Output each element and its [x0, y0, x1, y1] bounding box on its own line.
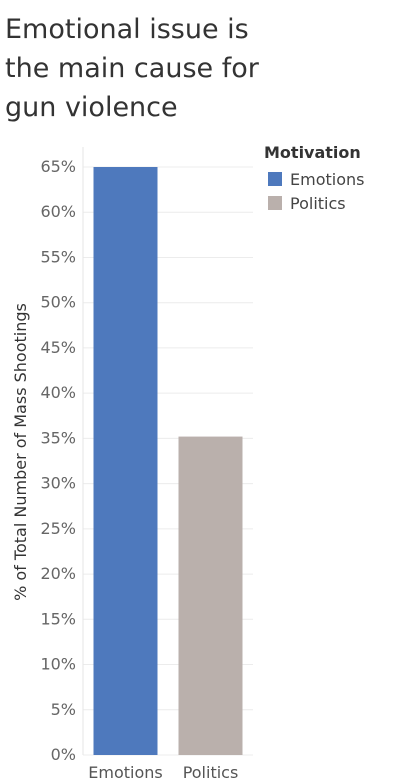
bar-politics [178, 436, 243, 755]
legend-label-emotions: Emotions [290, 169, 365, 189]
x-category-label: Politics [183, 763, 239, 782]
y-tick-label: 20% [40, 564, 76, 583]
y-tick-label: 10% [40, 655, 76, 674]
y-tick-label: 35% [40, 428, 76, 447]
y-tick-label: 5% [51, 700, 76, 719]
y-tick-label: 60% [40, 202, 76, 221]
y-tick-label: 45% [40, 338, 76, 357]
y-tick-label: 55% [40, 247, 76, 266]
legend-item-politics: Politics [264, 191, 364, 215]
legend-swatch-politics [268, 196, 282, 210]
x-category-labels: Emotions Politics [88, 763, 238, 782]
y-tick-labels: 0% 5% 10% 15% 20% 25% 30% 35% 40% 45% 50% 55% 60% 65% [40, 157, 76, 764]
legend-label-politics: Politics [290, 193, 346, 213]
chart-title: Emotional issue is the main cause for gu… [5, 14, 259, 123]
legend: Motivation Emotions Politics [264, 143, 364, 215]
y-tick-label: 40% [40, 383, 76, 402]
legend-item-emotions: Emotions [264, 167, 364, 191]
y-tick-label: 50% [40, 293, 76, 312]
legend-title: Motivation [264, 143, 361, 162]
x-category-label: Emotions [88, 763, 162, 782]
y-tick-label: 0% [51, 745, 76, 764]
y-axis-label: % of Total Number of Mass Shootings [11, 303, 30, 601]
bar-emotions [93, 167, 158, 755]
legend-swatch-emotions [268, 172, 282, 186]
y-tick-label: 15% [40, 609, 76, 628]
y-tick-label: 30% [40, 474, 76, 493]
bars [93, 167, 243, 755]
y-tick-label: 25% [40, 519, 76, 538]
y-tick-label: 65% [40, 157, 76, 176]
